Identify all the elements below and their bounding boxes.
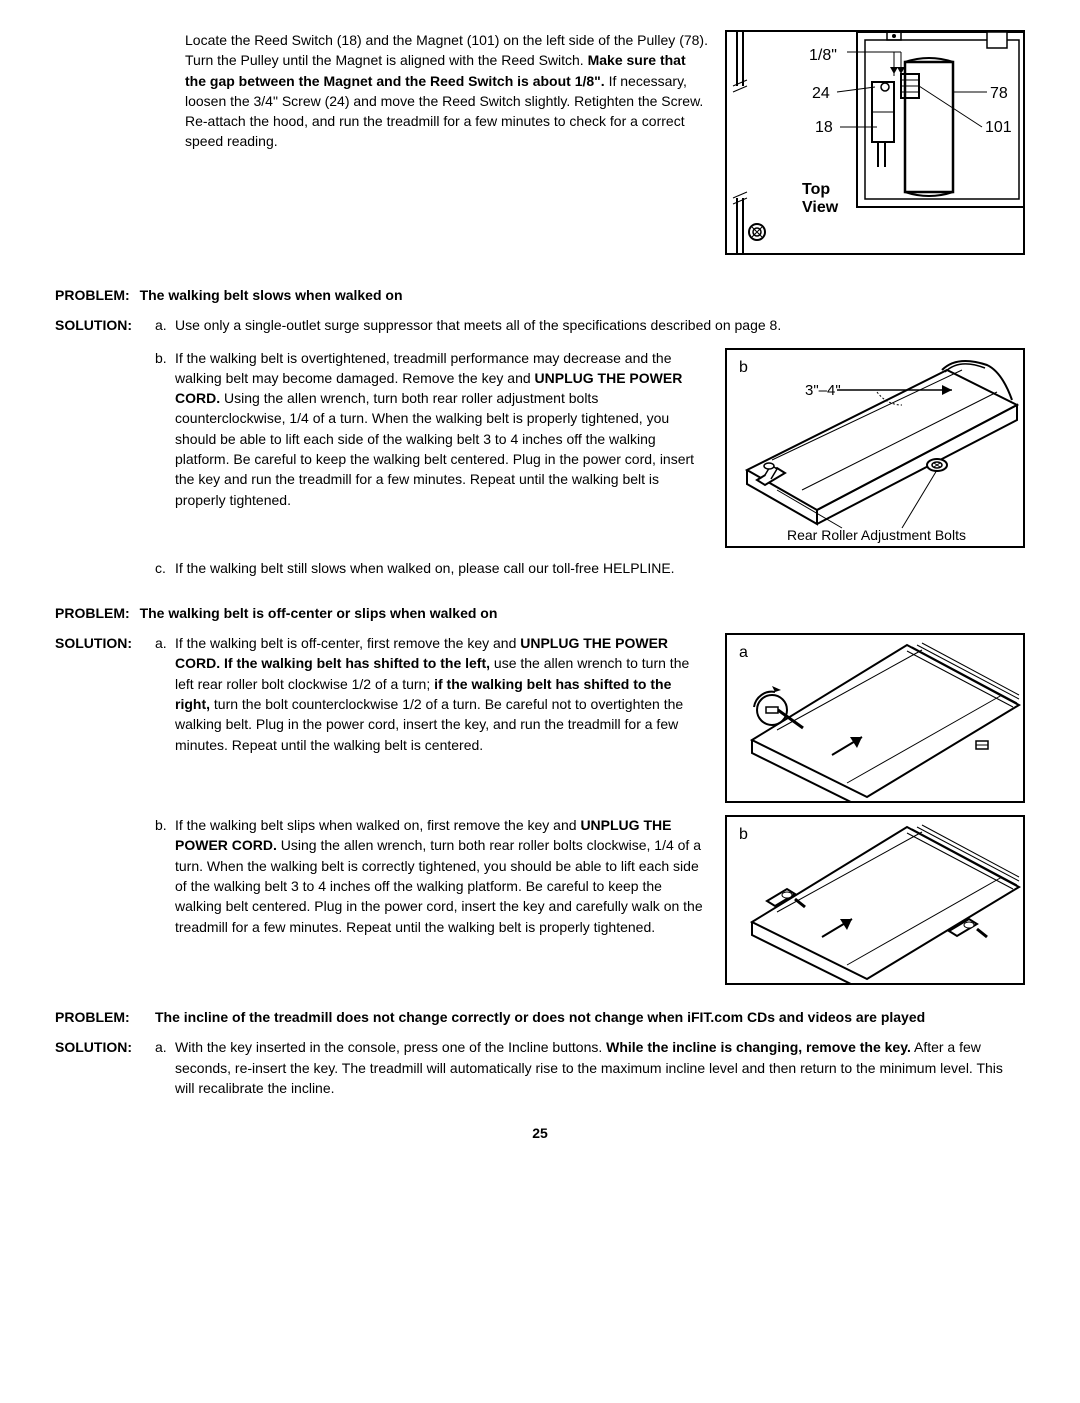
fig2-letter: b xyxy=(739,359,748,376)
problem-1-label: PROBLEM: xyxy=(55,287,130,303)
figure-4: b xyxy=(725,815,1025,985)
s2b-t1: If the walking belt slips when walked on… xyxy=(175,817,580,833)
problem-3-label: PROBLEM: xyxy=(55,1007,155,1027)
sol-2a-col: SOLUTION: a. If the walking belt is off-… xyxy=(55,633,710,755)
problem-2-label: PROBLEM: xyxy=(55,605,130,621)
problem-2: PROBLEM: The walking belt is off-center … xyxy=(55,603,1025,623)
sol-2b-col: b. If the walking belt slips when walked… xyxy=(55,815,710,937)
solution-2b-row: b. If the walking belt slips when walked… xyxy=(55,815,1025,985)
fig2-34: 3"–4" xyxy=(805,382,841,399)
sol-1a-label: SOLUTION: xyxy=(55,315,155,335)
sol-1b-col: b. If the walking belt is overtightened,… xyxy=(55,348,710,510)
fig1-24-label: 24 xyxy=(812,85,830,102)
s2a-t3: turn the bolt counterclockwise 1/2 of a … xyxy=(175,696,683,753)
problem-2-text: The walking belt is off-center or slips … xyxy=(140,605,498,621)
sol-1c-text: If the walking belt still slows when wal… xyxy=(175,558,1025,578)
s3a-b1: While the incline is changing, remove th… xyxy=(606,1039,911,1055)
fig1-101-label: 101 xyxy=(985,119,1012,136)
problem-1: PROBLEM: The walking belt slows when wal… xyxy=(55,285,1025,305)
sol-1b-letter: b. xyxy=(155,348,175,368)
page-number: 25 xyxy=(55,1123,1025,1143)
solution-2a-row: SOLUTION: a. If the walking belt is off-… xyxy=(55,633,1025,803)
sol1b-t2: Using the allen wrench, turn both rear r… xyxy=(175,390,694,507)
fig1-18b-label: 18 xyxy=(815,119,833,136)
problem-1-text: The walking belt slows when walked on xyxy=(140,287,403,303)
sol-3a-label: SOLUTION: xyxy=(55,1037,155,1057)
problem-3: PROBLEM: The incline of the treadmill do… xyxy=(55,1007,1025,1027)
solution-1a: SOLUTION: a. Use only a single-outlet su… xyxy=(55,315,1025,335)
sol-1c-letter: c. xyxy=(155,558,175,578)
sol-3a-body: With the key inserted in the console, pr… xyxy=(175,1037,1025,1098)
fig1-78-label: 78 xyxy=(990,85,1008,102)
sol-1a-text: Use only a single-outlet surge suppresso… xyxy=(175,315,1025,335)
fig1-view: View xyxy=(802,199,839,216)
sol-2b-letter: b. xyxy=(155,815,175,835)
sol-2a-letter: a. xyxy=(155,633,175,653)
sol-1a-letter: a. xyxy=(155,315,175,335)
reed-switch-text: Locate the Reed Switch (18) and the Magn… xyxy=(185,30,710,152)
fig1-top: Top xyxy=(802,181,830,198)
sol-2a-label: SOLUTION: xyxy=(55,633,155,653)
figure-2: b 3"–4" xyxy=(725,348,1025,548)
sol-3a-letter: a. xyxy=(155,1037,175,1057)
sol-1b-body: If the walking belt is overtightened, tr… xyxy=(175,348,710,510)
figure-1: 1/8" 24 18 78 101 Top View xyxy=(725,30,1025,255)
reed-switch-section: Locate the Reed Switch (18) and the Magn… xyxy=(55,30,1025,255)
s2a-t1: If the walking belt is off-center, first… xyxy=(175,635,520,651)
solution-1c: c. If the walking belt still slows when … xyxy=(55,558,1025,578)
s3a-t1: With the key inserted in the console, pr… xyxy=(175,1039,606,1055)
solution-3a: SOLUTION: a. With the key inserted in th… xyxy=(55,1037,1025,1098)
fig2-caption: Rear Roller Adjustment Bolts xyxy=(787,527,966,543)
problem-3-text: The incline of the treadmill does not ch… xyxy=(155,1007,1025,1027)
fig3-letter: a xyxy=(739,644,748,661)
solution-1b-row: b. If the walking belt is overtightened,… xyxy=(55,348,1025,548)
fig1-18-label: 1/8" xyxy=(809,47,837,64)
figure-3: a xyxy=(725,633,1025,803)
sol-2a-body: If the walking belt is off-center, first… xyxy=(175,633,710,755)
fig4-letter: b xyxy=(739,826,748,843)
sol-2b-body: If the walking belt slips when walked on… xyxy=(175,815,710,937)
